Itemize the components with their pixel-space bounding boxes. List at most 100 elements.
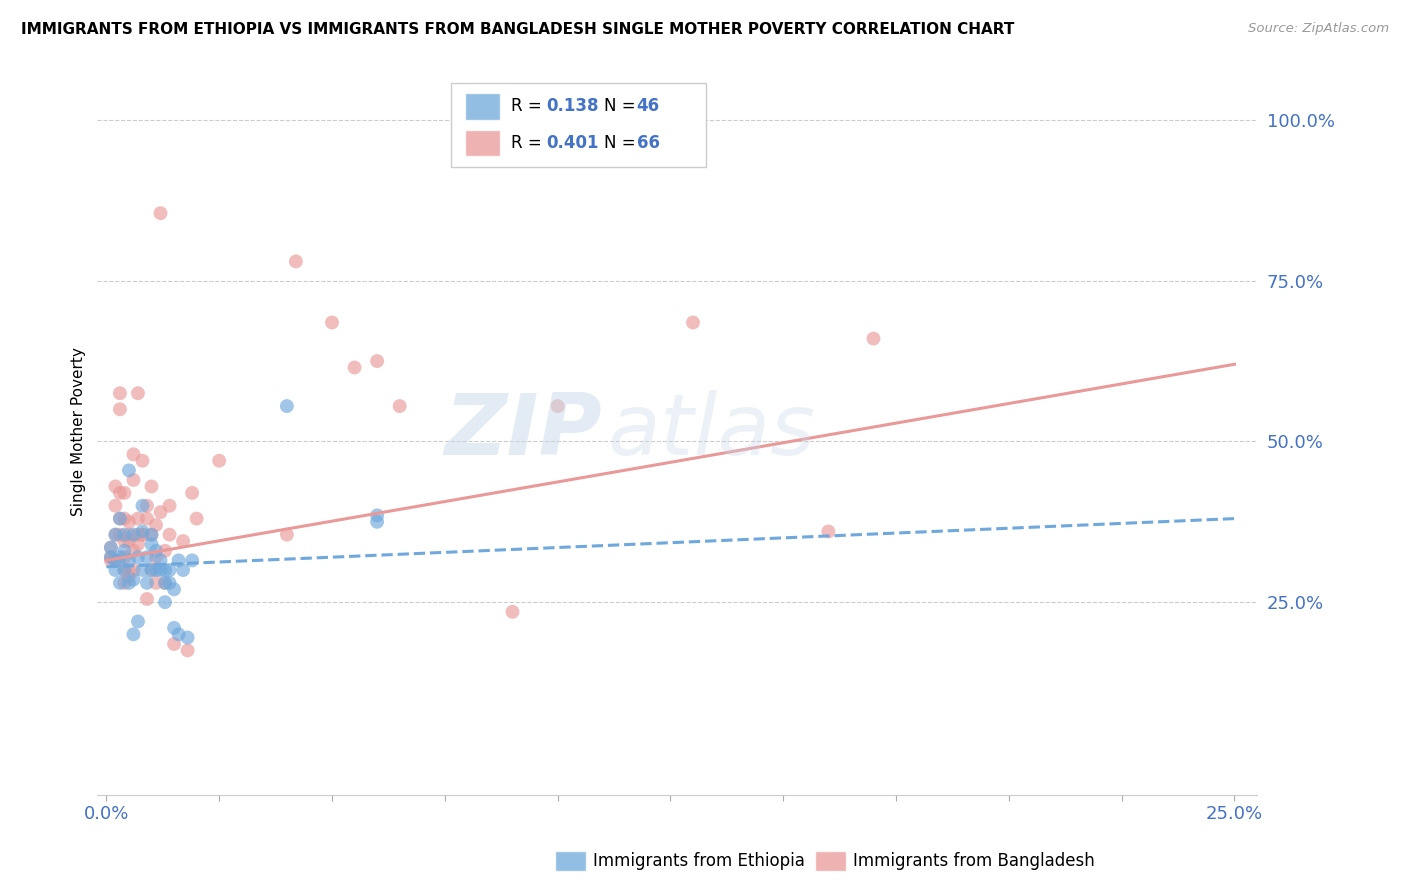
Point [388,399,411,413]
Point [167,553,190,567]
Point [176,643,198,657]
Point [149,563,172,577]
Point [153,595,176,609]
Point [208,454,231,468]
Point [149,553,172,567]
Point [145,575,167,590]
Point [108,402,131,417]
Point [163,582,186,597]
Point [145,563,167,577]
Point [104,563,127,577]
Point [159,563,181,577]
Point [136,575,159,590]
Point [112,486,135,500]
Point [145,550,167,565]
Point [141,563,163,577]
Point [817,524,839,539]
Point [131,524,153,539]
Point [100,550,122,565]
FancyBboxPatch shape [451,83,706,167]
Point [136,499,159,513]
Point [547,399,569,413]
Point [122,447,145,461]
Point [122,563,145,577]
Point [131,527,153,541]
Point [502,605,524,619]
Point [100,550,122,565]
Point [136,550,159,565]
Point [127,615,149,629]
FancyBboxPatch shape [465,94,499,120]
Point [127,537,149,551]
Text: Immigrants from Ethiopia: Immigrants from Ethiopia [593,852,806,870]
Point [163,637,186,651]
Point [100,553,122,567]
Point [104,527,127,541]
Point [172,534,194,549]
Point [131,563,153,577]
Point [149,206,172,220]
Point [122,573,145,587]
Point [131,499,153,513]
Point [862,332,884,346]
Text: ZIP: ZIP [444,391,602,474]
Point [112,511,135,525]
Text: N =: N = [605,97,641,115]
Point [163,621,186,635]
Point [276,399,298,413]
Point [284,254,307,268]
Point [104,499,127,513]
Point [145,543,167,558]
Text: 0.138: 0.138 [546,97,599,115]
Point [127,386,149,401]
Point [104,527,127,541]
Point [366,354,388,368]
Point [366,515,388,529]
Point [104,479,127,493]
Point [108,511,131,525]
Text: IMMIGRANTS FROM ETHIOPIA VS IMMIGRANTS FROM BANGLADESH SINGLE MOTHER POVERTY COR: IMMIGRANTS FROM ETHIOPIA VS IMMIGRANTS F… [21,22,1015,37]
Point [118,463,141,477]
Point [122,627,145,641]
Point [141,479,163,493]
Point [104,553,127,567]
Point [167,627,190,641]
Point [122,543,145,558]
Text: 66: 66 [637,134,659,153]
Point [108,550,131,565]
Point [118,515,141,529]
Point [118,563,141,577]
Text: atlas: atlas [607,391,815,474]
Point [112,527,135,541]
Point [149,505,172,519]
Point [108,386,131,401]
Text: Source: ZipAtlas.com: Source: ZipAtlas.com [1249,22,1389,36]
Text: 0.401: 0.401 [546,134,599,153]
Point [366,508,388,523]
Point [127,550,149,565]
Point [118,527,141,541]
Point [153,543,176,558]
Point [118,553,141,567]
Point [108,575,131,590]
Point [141,527,163,541]
Point [131,454,153,468]
Point [276,527,298,541]
Point [112,543,135,558]
Point [141,537,163,551]
Text: R =: R = [512,134,547,153]
Point [104,553,127,567]
Text: Immigrants from Bangladesh: Immigrants from Bangladesh [853,852,1095,870]
Point [159,527,181,541]
Point [186,511,208,525]
Point [181,553,204,567]
Point [172,563,194,577]
Text: R =: R = [512,97,547,115]
Point [118,534,141,549]
Point [153,575,176,590]
Point [108,527,131,541]
Point [122,473,145,487]
Point [100,541,122,555]
Point [118,575,141,590]
Point [682,316,704,330]
